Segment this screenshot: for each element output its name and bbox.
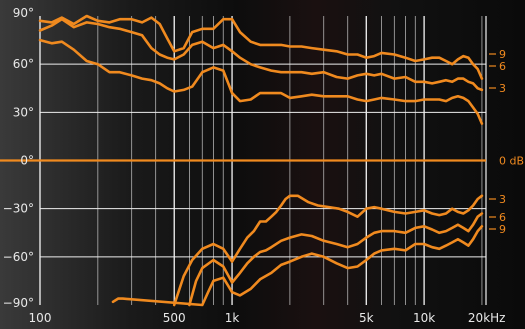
y-tick-label: −30°: [3, 202, 34, 216]
level-label-top: 3: [499, 82, 506, 95]
level-label-bottom: 6: [499, 211, 506, 224]
x-tick-label: 10k: [413, 311, 435, 325]
series-line-minus3-3: [172, 194, 484, 307]
y-tick-label: 30°: [13, 105, 34, 119]
y-tick-label: 90°: [13, 6, 34, 20]
y-tick-label: −60°: [3, 250, 34, 264]
series-line-minus9-5: [111, 225, 484, 307]
level-label-bottom: 9: [499, 223, 506, 236]
series-lines: [38, 14, 484, 307]
level-label-top: 6: [499, 60, 506, 73]
level-label-bottom: 3: [499, 193, 506, 206]
y-tick-label: −90°: [3, 296, 34, 310]
series-line-minus6-4: [188, 212, 484, 307]
x-tick-label: 5k: [359, 311, 374, 325]
x-tick-label: 500: [163, 311, 186, 325]
x-tick-label: 1k: [225, 311, 240, 325]
grid: [0, 16, 487, 305]
x-tick-label: 100: [29, 311, 52, 325]
zero-db-label: 0 dB: [499, 155, 524, 168]
series-line-minus6-1: [38, 17, 484, 92]
series-line-minus9-0: [38, 14, 484, 80]
y-tick-label: 0°: [20, 154, 34, 168]
tick-labels: 90° 60° 30° 0° −30° −60° −90°100 500 1k 5k 10k 20kH…: [3, 6, 506, 325]
y-tick-label: 60°: [13, 57, 34, 71]
series-line-minus3-2: [38, 38, 484, 125]
x-tick-label: 20kHz: [468, 311, 506, 325]
level-label-top: 9: [499, 48, 506, 61]
